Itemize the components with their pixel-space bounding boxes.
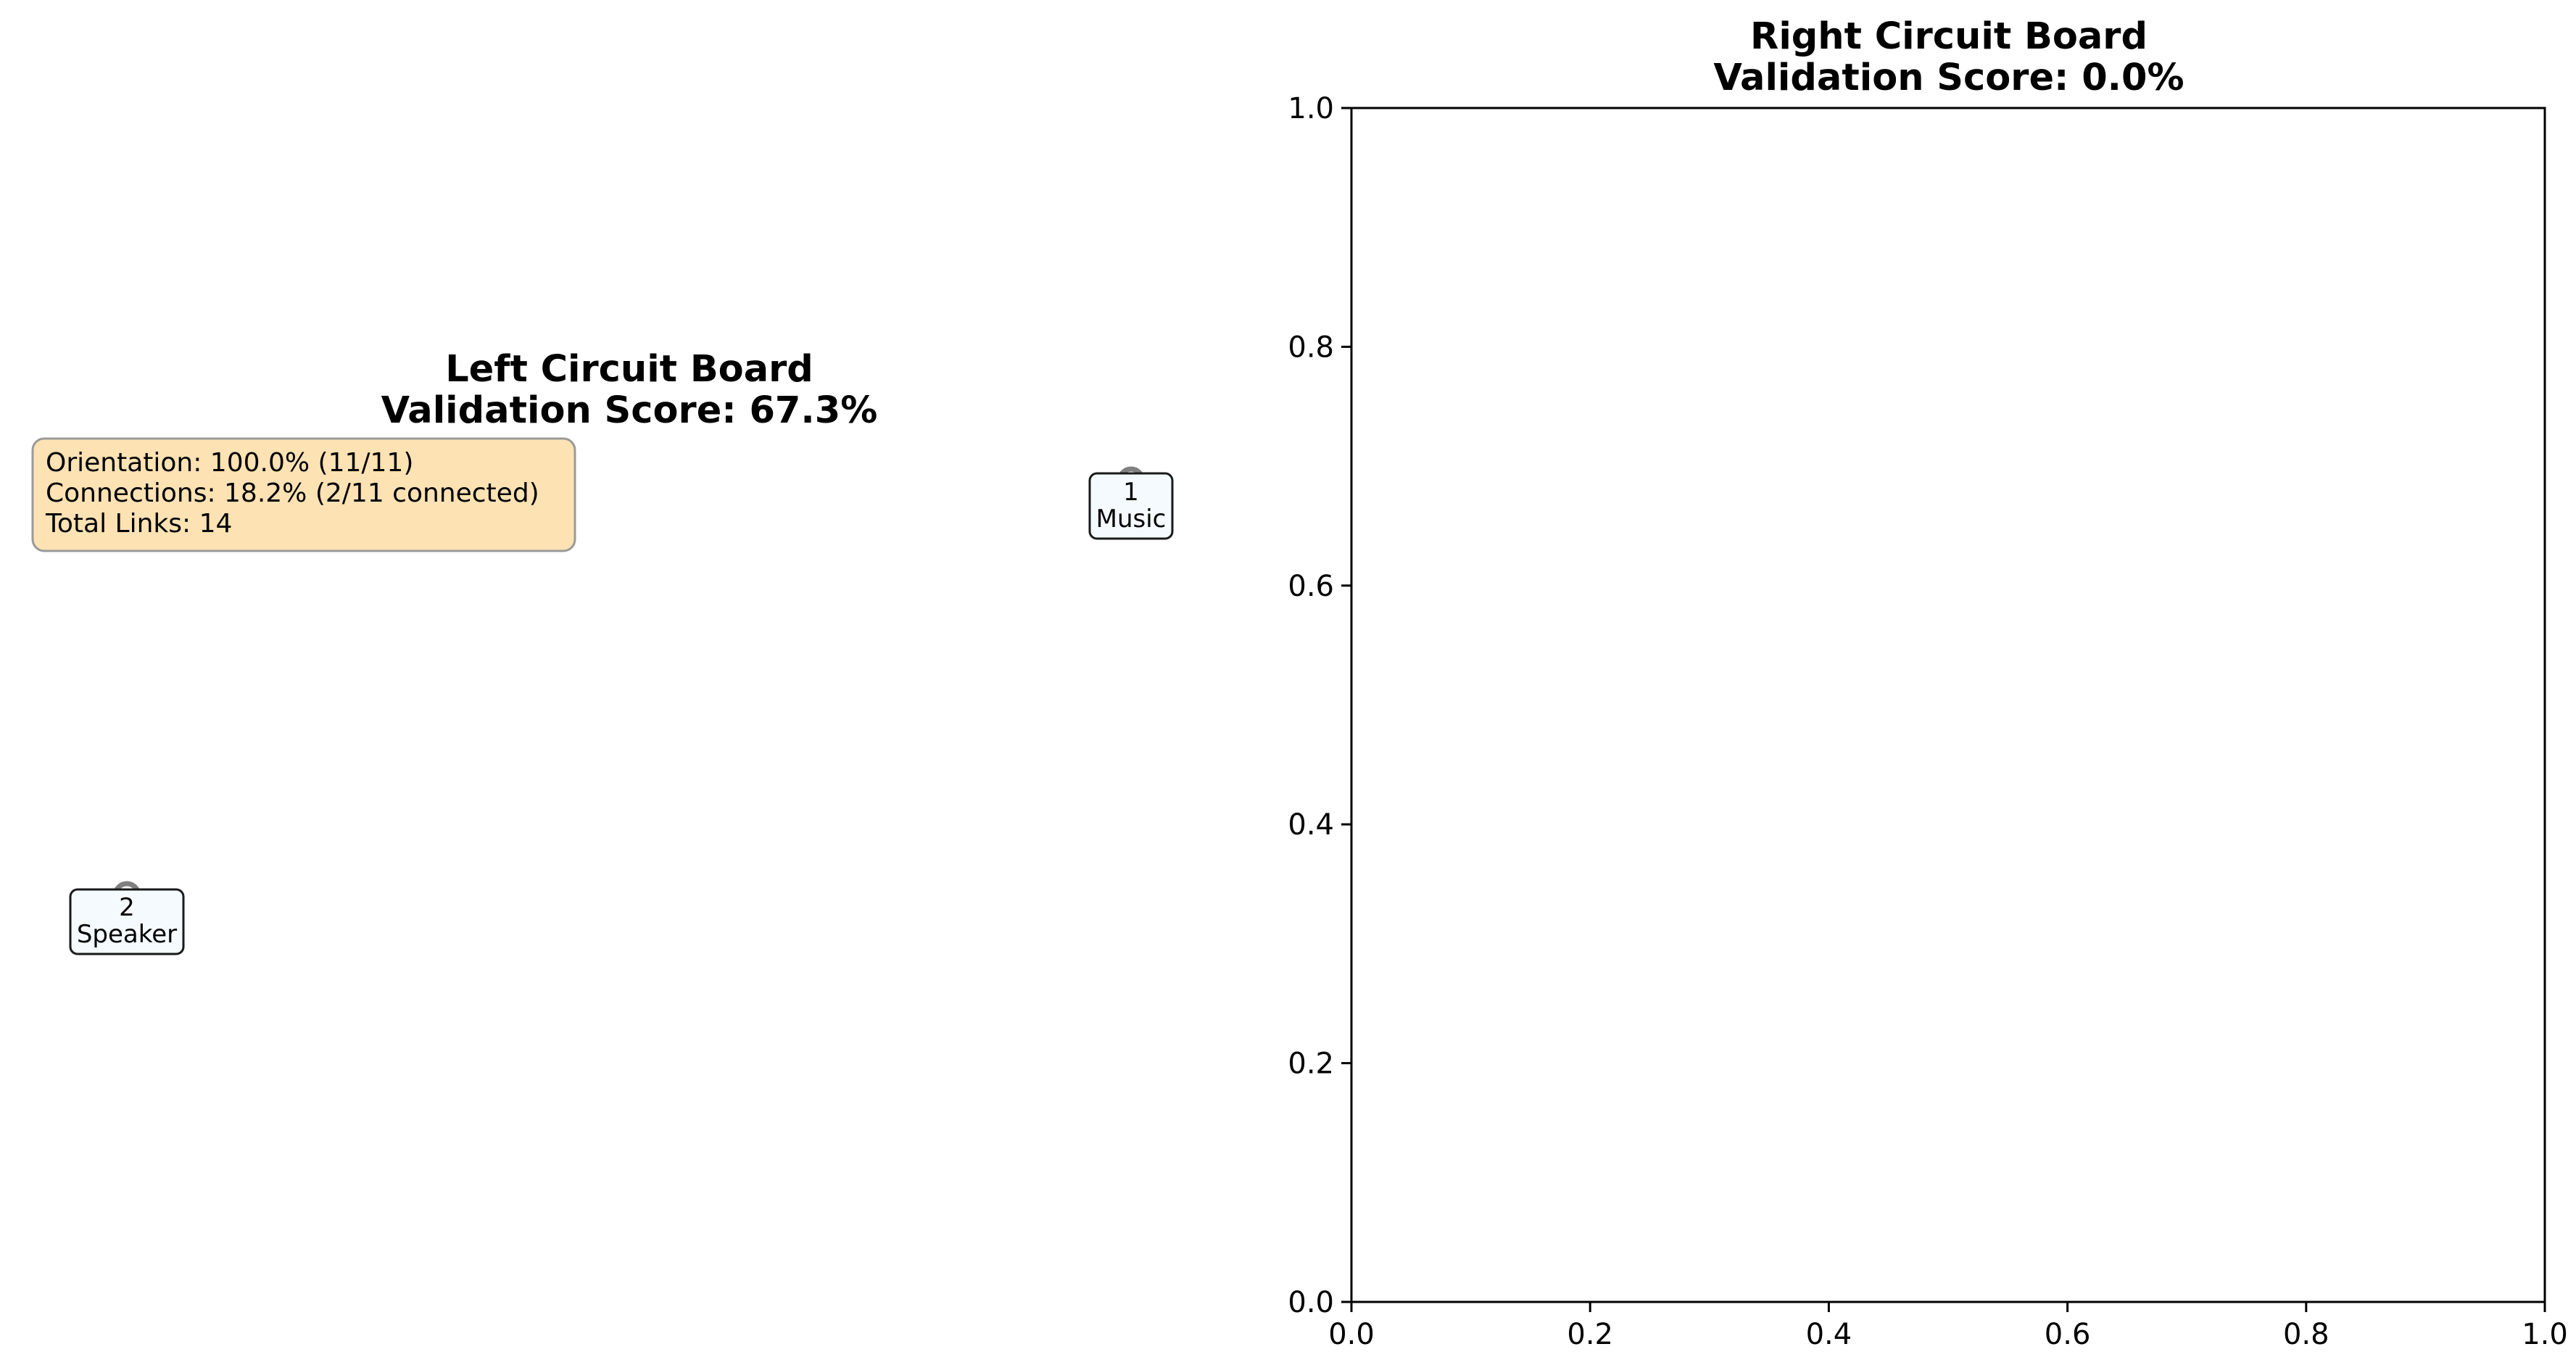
x-tick-label: 0.6 xyxy=(2045,1318,2091,1351)
left-panel-title: Left Circuit Board xyxy=(445,348,813,391)
info-line-total-links: Total Links: 14 xyxy=(45,509,232,539)
y-tick-label: 1.0 xyxy=(1288,92,1334,125)
info-line-orientation: Orientation: 100.0% (11/11) xyxy=(46,448,413,478)
node-speaker-label: Speaker xyxy=(77,920,177,949)
node-speaker-label-box xyxy=(69,888,185,955)
y-tick-label: 0.2 xyxy=(1288,1047,1334,1081)
left-panel-subtitle: Validation Score: 67.3% xyxy=(381,389,878,432)
node-music-label: Music xyxy=(1096,505,1167,534)
x-tick-label: 0.0 xyxy=(1328,1318,1375,1351)
y-tick-label: 0.8 xyxy=(1288,331,1334,364)
info-box-background xyxy=(31,437,576,552)
left-circuit-board-panel: Left Circuit Board Validation Score: 67.… xyxy=(31,348,1174,955)
plot-area-frame xyxy=(1350,107,2546,1303)
right-circuit-board-panel: Right Circuit Board Validation Score: 0.… xyxy=(1288,15,2567,1351)
x-tick-label: 0.8 xyxy=(2283,1318,2329,1351)
node-music-label-box xyxy=(1088,472,1174,540)
y-tick-label: 0.4 xyxy=(1288,808,1334,842)
x-tick-label: 0.4 xyxy=(1806,1318,1852,1351)
x-axis: 0.0 0.2 0.4 0.6 0.8 1.0 xyxy=(1328,1302,2568,1351)
info-line-connections: Connections: 18.2% (2/11 connected) xyxy=(46,478,539,508)
y-tick-label: 0.0 xyxy=(1288,1286,1334,1319)
node-speaker: 2 Speaker xyxy=(69,881,185,955)
node-speaker-id: 2 xyxy=(119,893,135,922)
node-music: 1 Music xyxy=(1088,466,1174,540)
right-panel-title: Right Circuit Board xyxy=(1750,15,2148,58)
y-axis: 0.0 0.2 0.4 0.6 0.8 1.0 xyxy=(1288,92,1351,1319)
x-tick-label: 0.2 xyxy=(1567,1318,1613,1351)
info-box: Orientation: 100.0% (11/11) Connections:… xyxy=(31,437,576,552)
right-panel-subtitle: Validation Score: 0.0% xyxy=(1713,57,2184,99)
node-music-id: 1 xyxy=(1123,478,1139,507)
y-tick-label: 0.6 xyxy=(1288,570,1334,603)
x-tick-label: 1.0 xyxy=(2522,1318,2568,1351)
